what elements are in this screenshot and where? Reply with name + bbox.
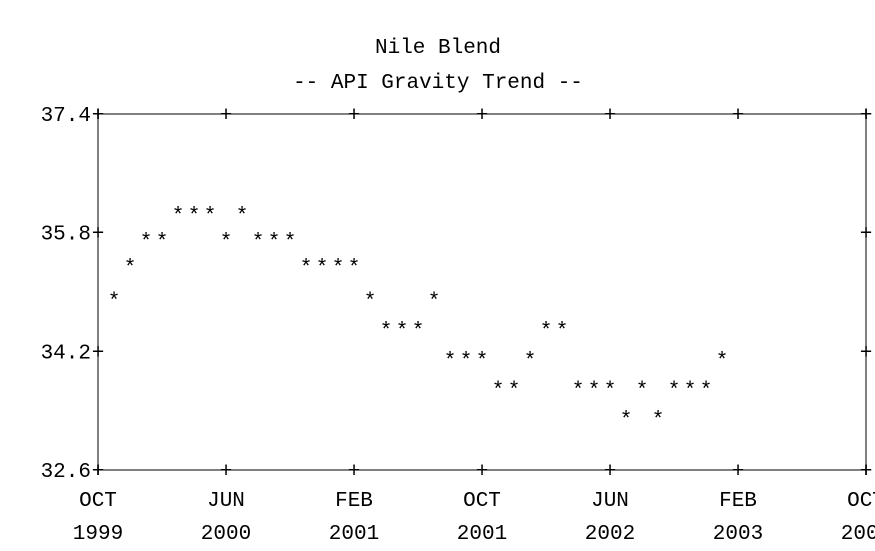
data-point: * — [124, 258, 137, 281]
y-axis: 37.4 + +35.8 + +34.2 + +32.6 + + — [41, 105, 873, 484]
data-point: * — [204, 206, 217, 229]
data-series: *** ** * **** * ** * * *** * *** * ** *** ** * ***** * ** — [108, 206, 729, 433]
data-point: * — [620, 410, 633, 433]
data-point: * — [428, 291, 441, 314]
x-tick-mark: + — [348, 461, 361, 484]
data-point: * — [524, 350, 537, 373]
y-tick-label: 34.2 — [41, 342, 91, 365]
data-point: * — [668, 380, 681, 403]
x-tick-mark: + — [92, 105, 105, 128]
x-tick-year-label: 2001 — [457, 523, 507, 546]
x-tick-mark: + — [604, 461, 617, 484]
data-point: * — [652, 410, 665, 433]
data-point: * — [156, 232, 169, 255]
data-point: * — [300, 258, 313, 281]
data-point: * — [604, 380, 617, 403]
data-point: * — [508, 380, 521, 403]
data-point: * — [140, 232, 153, 255]
x-tick-month-label: OCT — [847, 490, 875, 513]
y-tick-mark: + — [92, 105, 105, 128]
x-tick-year-label: 1999 — [73, 523, 123, 546]
x-tick-month-label: OCT — [79, 490, 117, 513]
x-tick-month-label: FEB — [335, 490, 373, 513]
data-point: * — [188, 206, 201, 229]
y-tick-mark: + — [92, 224, 105, 247]
y-tick-label: 35.8 — [41, 224, 91, 247]
data-point: * — [700, 380, 713, 403]
y-tick-mark: + — [860, 461, 873, 484]
x-tick-year-label: 2003 — [713, 523, 763, 546]
x-tick-year-label: 2002 — [585, 523, 635, 546]
x-tick-year-label: 2003 — [841, 523, 875, 546]
data-point: * — [332, 258, 345, 281]
data-point: * — [556, 321, 569, 344]
y-tick-mark: + — [92, 461, 105, 484]
data-point: * — [444, 350, 457, 373]
x-tick-mark: + — [732, 461, 745, 484]
data-point: * — [716, 350, 729, 373]
data-point: * — [572, 380, 585, 403]
x-tick-mark: + — [604, 105, 617, 128]
x-tick-mark: + — [860, 461, 873, 484]
data-point: * — [172, 206, 185, 229]
data-point: * — [268, 232, 281, 255]
data-point: * — [284, 232, 297, 255]
x-tick-year-label: 2000 — [201, 523, 251, 546]
x-tick-month-label: JUN — [591, 490, 629, 513]
data-point: * — [460, 350, 473, 373]
chart-subtitle: -- API Gravity Trend -- — [293, 72, 583, 95]
x-tick-month-label: FEB — [719, 490, 757, 513]
x-tick-mark: + — [476, 105, 489, 128]
x-tick-mark: + — [220, 105, 233, 128]
data-point: * — [108, 291, 121, 314]
data-point: * — [588, 380, 601, 403]
data-point: * — [380, 321, 393, 344]
x-tick-month-label: OCT — [463, 490, 501, 513]
y-tick-label: 37.4 — [41, 105, 91, 128]
data-point: * — [540, 321, 553, 344]
data-point: * — [396, 321, 409, 344]
data-point: * — [636, 380, 649, 403]
data-point: * — [236, 206, 249, 229]
y-tick-mark: + — [860, 224, 873, 247]
data-point: * — [364, 291, 377, 314]
data-point: * — [220, 232, 233, 255]
y-tick-mark: + — [860, 342, 873, 365]
x-axis: + + OCT 1999 + + JUN 2000 + + FEB 2001 + + OCT 2001 + + JU… — [73, 105, 875, 546]
x-tick-mark: + — [476, 461, 489, 484]
data-point: * — [348, 258, 361, 281]
y-tick-mark: + — [92, 342, 105, 365]
y-tick-label: 32.6 — [41, 461, 91, 484]
data-point: * — [412, 321, 425, 344]
x-tick-mark: + — [732, 105, 745, 128]
data-point: * — [492, 380, 505, 403]
data-point: * — [476, 350, 489, 373]
x-tick-year-label: 2001 — [329, 523, 379, 546]
x-tick-month-label: JUN — [207, 490, 245, 513]
x-tick-mark: + — [860, 105, 873, 128]
y-tick-mark: + — [860, 105, 873, 128]
chart-title: Nile Blend — [375, 37, 501, 60]
x-tick-mark: + — [348, 105, 361, 128]
x-tick-mark: + — [92, 461, 105, 484]
x-tick-mark: + — [220, 461, 233, 484]
plot-frame — [97, 113, 867, 471]
data-point: * — [316, 258, 329, 281]
data-point: * — [252, 232, 265, 255]
data-point: * — [684, 380, 697, 403]
